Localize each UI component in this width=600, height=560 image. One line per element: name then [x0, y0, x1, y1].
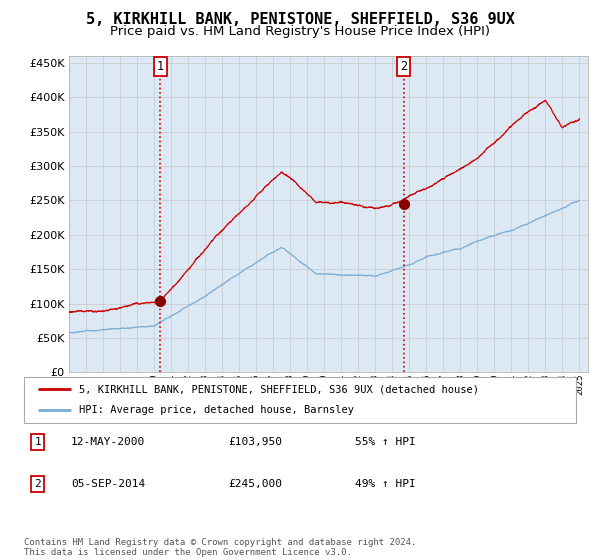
Text: 5, KIRKHILL BANK, PENISTONE, SHEFFIELD, S36 9UX (detached house): 5, KIRKHILL BANK, PENISTONE, SHEFFIELD, … [79, 384, 479, 394]
Text: £103,950: £103,950 [228, 437, 282, 447]
Text: 2: 2 [34, 479, 41, 489]
Text: 1: 1 [34, 437, 41, 447]
Text: Price paid vs. HM Land Registry's House Price Index (HPI): Price paid vs. HM Land Registry's House … [110, 25, 490, 38]
FancyBboxPatch shape [24, 377, 576, 423]
Text: 05-SEP-2014: 05-SEP-2014 [71, 479, 145, 489]
Text: HPI: Average price, detached house, Barnsley: HPI: Average price, detached house, Barn… [79, 405, 354, 416]
Text: 12-MAY-2000: 12-MAY-2000 [71, 437, 145, 447]
Text: Contains HM Land Registry data © Crown copyright and database right 2024.
This d: Contains HM Land Registry data © Crown c… [24, 538, 416, 557]
Text: 5, KIRKHILL BANK, PENISTONE, SHEFFIELD, S36 9UX: 5, KIRKHILL BANK, PENISTONE, SHEFFIELD, … [86, 12, 514, 27]
Text: £245,000: £245,000 [228, 479, 282, 489]
Text: 55% ↑ HPI: 55% ↑ HPI [355, 437, 416, 447]
Text: 2: 2 [400, 60, 407, 73]
Text: 49% ↑ HPI: 49% ↑ HPI [355, 479, 416, 489]
Text: 1: 1 [157, 60, 164, 73]
